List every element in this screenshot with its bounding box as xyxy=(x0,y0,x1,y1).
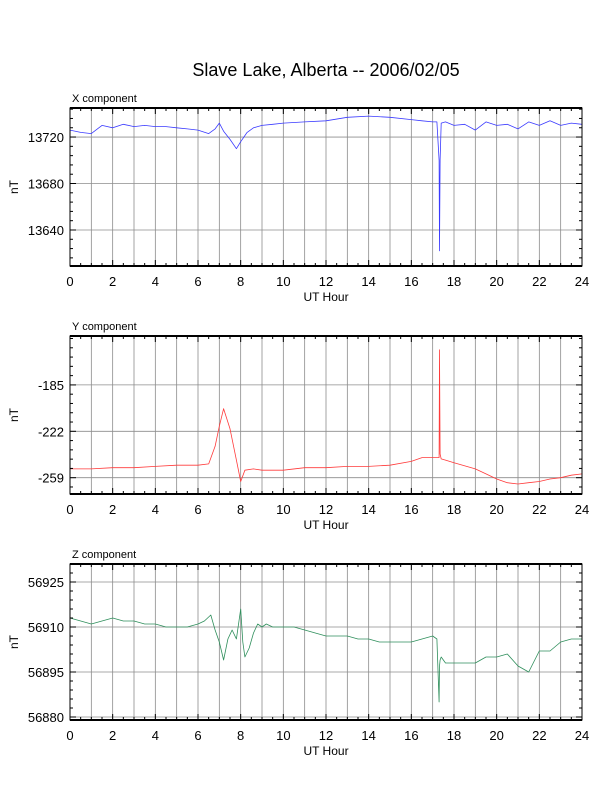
panel-1-x-tick-label: 4 xyxy=(152,274,159,289)
panel-1-label: X component xyxy=(72,93,137,105)
panel-2-x-tick-label: 16 xyxy=(404,502,418,517)
panel-1-y-axis-label: nT xyxy=(7,179,21,194)
panel-3-x-tick-label: 18 xyxy=(447,728,461,743)
panel-1-x-tick-label: 10 xyxy=(276,274,290,289)
panel-2-x-tick-label: 20 xyxy=(489,502,503,517)
panel-2-y-tick-label: -259 xyxy=(38,471,64,486)
panel-1-y-tick-label: 13680 xyxy=(28,177,64,192)
panel-2-x-tick-label: 6 xyxy=(194,502,201,517)
panel-3-y-tick-label: 56895 xyxy=(28,665,64,680)
panel-3-x-tick-label: 14 xyxy=(361,728,375,743)
panel-2-y-tick-label: -222 xyxy=(38,424,64,439)
panel-1-x-tick-label: 24 xyxy=(575,274,589,289)
panel-2-series-line xyxy=(70,349,583,485)
panel-2-x-tick-label: 4 xyxy=(152,502,159,517)
panel-1-series-line xyxy=(69,115,583,252)
panel-2-x-tick-label: 12 xyxy=(319,502,333,517)
chart-title: Slave Lake, Alberta -- 2006/02/05 xyxy=(192,60,459,80)
panel-3-y-tick-label: 56910 xyxy=(28,620,64,635)
panel-2-x-tick-label: 18 xyxy=(447,502,461,517)
panel-3-label: Z component xyxy=(72,549,136,561)
panel-1-x-tick-label: 8 xyxy=(237,274,244,289)
panel-2-y-axis-label: nT xyxy=(7,407,21,422)
panel-3-x-axis-label: UT Hour xyxy=(303,744,348,758)
panel-1-x-tick-label: 2 xyxy=(109,274,116,289)
panel-1-x-tick-label: 20 xyxy=(489,274,503,289)
panel-1-y-tick-label: 13640 xyxy=(28,223,64,238)
panel-3-x-tick-label: 6 xyxy=(194,728,201,743)
panel-3-x-tick-label: 10 xyxy=(276,728,290,743)
panel-2-x-tick-label: 10 xyxy=(276,502,290,517)
panel-2-x-axis-label: UT Hour xyxy=(303,518,348,532)
panel-1-x-tick-label: 12 xyxy=(319,274,333,289)
panel-2-x-tick-label: 22 xyxy=(532,502,546,517)
panel-3-x-tick-label: 24 xyxy=(575,728,589,743)
panel-3-x-tick-label: 8 xyxy=(237,728,244,743)
panel-1-x-tick-label: 14 xyxy=(361,274,375,289)
panel-1-x-tick-label: 18 xyxy=(447,274,461,289)
panel-1-x-tick-label: 22 xyxy=(532,274,546,289)
panel-2-y-tick-label: -185 xyxy=(38,378,64,393)
panel-2-x-tick-label: 8 xyxy=(237,502,244,517)
panel-3-x-tick-label: 20 xyxy=(489,728,503,743)
panel-2-label: Y component xyxy=(72,321,137,333)
panel-3-x-tick-label: 0 xyxy=(66,728,73,743)
panel-3-y-axis-label: nT xyxy=(7,634,21,649)
panel-2-x-tick-label: 24 xyxy=(575,502,589,517)
panel-3-x-tick-label: 4 xyxy=(152,728,159,743)
panel-2-x-tick-label: 14 xyxy=(361,502,375,517)
panel-3-y-tick-label: 56925 xyxy=(28,575,64,590)
panel-1-y-tick-label: 13720 xyxy=(28,130,64,145)
panel-1-x-tick-label: 6 xyxy=(194,274,201,289)
panel-1-x-tick-label: 16 xyxy=(404,274,418,289)
panel-3-x-tick-label: 16 xyxy=(404,728,418,743)
panel-2-x-tick-label: 2 xyxy=(109,502,116,517)
panel-3-y-tick-label: 56880 xyxy=(28,710,64,725)
panel-3-x-tick-label: 2 xyxy=(109,728,116,743)
panel-1-x-tick-label: 0 xyxy=(66,274,73,289)
panel-3-x-tick-label: 12 xyxy=(319,728,333,743)
panel-3-series-line xyxy=(69,608,582,703)
panel-1-x-axis-label: UT Hour xyxy=(303,290,348,304)
panel-3-x-tick-label: 22 xyxy=(532,728,546,743)
panel-2-x-tick-label: 0 xyxy=(66,502,73,517)
